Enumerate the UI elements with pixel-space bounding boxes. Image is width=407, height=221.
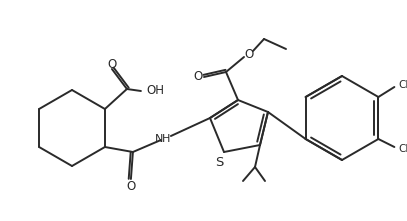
Text: CH₃: CH₃ bbox=[398, 80, 407, 90]
Text: N: N bbox=[155, 134, 163, 144]
Text: O: O bbox=[126, 181, 136, 194]
Text: CH₃: CH₃ bbox=[398, 144, 407, 154]
Text: OH: OH bbox=[146, 84, 164, 97]
Text: H: H bbox=[162, 134, 170, 144]
Text: S: S bbox=[215, 156, 223, 168]
Text: O: O bbox=[244, 48, 254, 61]
Text: O: O bbox=[107, 57, 116, 70]
Text: O: O bbox=[193, 69, 203, 82]
